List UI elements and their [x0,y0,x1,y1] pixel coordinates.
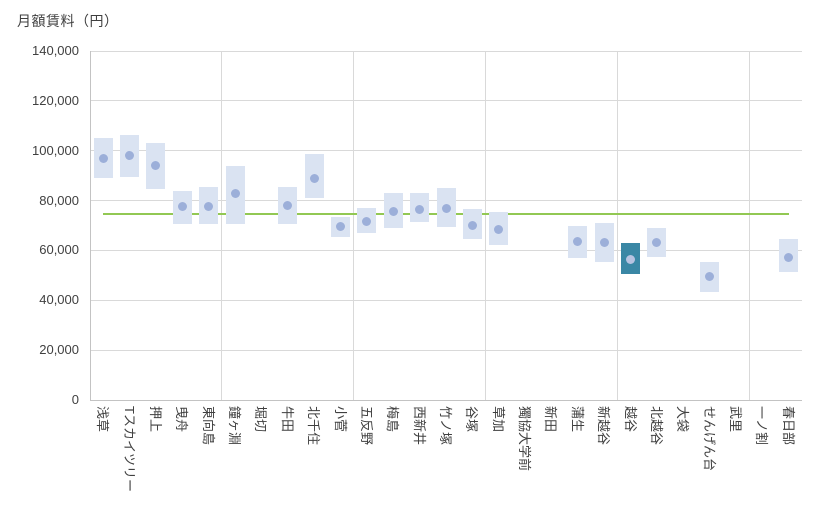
median-dot [362,217,372,227]
x-axis-label: 越谷 [622,406,638,433]
gridline-y [90,150,802,152]
y-axis-tick-label: 140,000 [32,43,79,58]
y-axis-tick-label: 0 [71,392,79,407]
x-axis-label: 草加 [490,406,506,433]
y-axis-line [90,51,91,400]
median-dot [494,224,504,234]
median-dot [151,161,161,171]
median-dot [125,151,135,161]
median-dot [573,237,583,247]
median-dot [98,153,108,163]
x-axis-label: 蒲生 [569,406,585,433]
x-axis-label: 梅島 [385,406,401,433]
median-dot [283,201,293,211]
gridline-x [221,51,223,400]
x-axis-label: 小菅 [332,406,348,433]
median-dot [230,188,240,198]
gridline-x [748,51,750,400]
x-axis-label: 新越谷 [596,406,612,446]
median-dot [599,238,609,248]
median-dot [705,272,715,282]
x-axis-label: 新田 [543,406,559,433]
gridline-x [485,51,487,400]
gridline-y [90,100,802,102]
x-axis-label: Tスカイツリー [121,406,137,492]
median-dot [388,207,398,217]
median-dot [626,254,636,264]
x-axis-label: 東向島 [200,406,216,446]
x-axis-label: 一ノ割 [754,406,770,446]
gridline-y [90,299,802,301]
y-axis-tick-label: 40,000 [39,292,79,308]
x-axis-label: 押上 [147,406,163,433]
x-axis-label: 春日部 [780,406,796,446]
median-dot [652,238,662,248]
chart-title: 月額賃料（円） [17,13,119,29]
x-axis-label: 北越谷 [648,406,664,446]
x-axis-label: 竹ノ塚 [438,406,453,446]
median-dot [336,222,346,232]
x-axis-label: 西新井 [411,406,427,446]
median-dot [467,221,477,230]
x-axis-label: 浅草 [95,406,111,433]
x-axis-label: 獨協大学前 [517,406,533,472]
x-axis-label: 堀切 [253,406,269,433]
y-axis-tick-label: 80,000 [39,192,79,208]
x-axis-label: せんげん台 [701,406,717,472]
x-axis-label: 鐘ヶ淵 [227,406,243,446]
x-axis-label: 北千住 [306,406,322,446]
median-dot [415,204,425,214]
x-axis-label: 五反野 [358,406,374,446]
median-dot [441,203,451,213]
gridline-y [90,50,802,52]
y-axis-tick-label: 120,000 [32,92,79,108]
x-axis-label: 谷塚 [464,406,480,433]
median-dot [309,173,319,183]
gridline-x [353,51,355,400]
x-axis-label: 曳舟 [174,406,190,433]
gridline-x [616,51,618,400]
x-axis-label: 大袋 [675,406,691,433]
median-dot [177,202,187,212]
x-axis-line [90,400,802,401]
y-axis-tick-label: 20,000 [39,342,79,358]
median-dot [784,253,794,263]
median-dot [204,202,214,212]
y-axis-tick-label: 60,000 [39,242,79,258]
x-axis-label: 武里 [728,406,744,433]
x-axis-label: 牛田 [279,406,295,433]
y-axis-tick-label: 100,000 [32,142,79,158]
gridline-y [90,349,802,351]
gridline-y [90,249,802,251]
